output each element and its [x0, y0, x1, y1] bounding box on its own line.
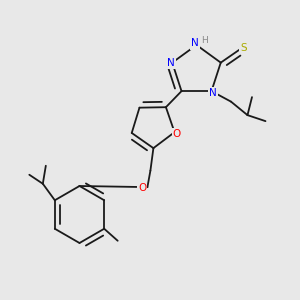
Text: N: N	[209, 88, 217, 98]
Text: N: N	[167, 58, 175, 68]
Text: S: S	[241, 43, 247, 52]
Text: O: O	[138, 183, 146, 193]
Text: H: H	[201, 36, 207, 45]
Text: N: N	[191, 38, 199, 49]
Text: O: O	[173, 129, 181, 139]
